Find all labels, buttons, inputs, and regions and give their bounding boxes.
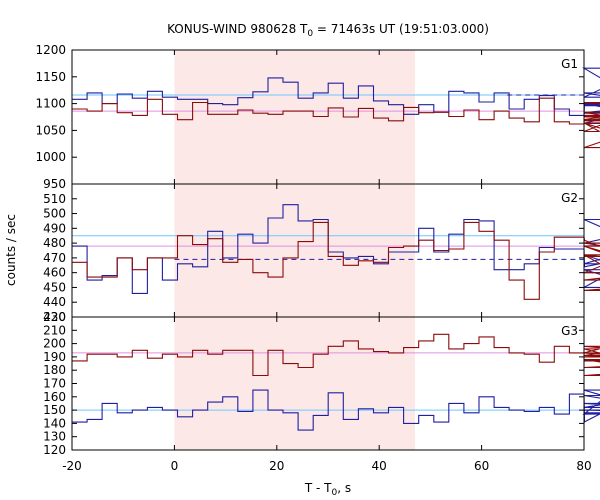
chart-title-rest: = 71463s UT (19:51:03.000): [313, 22, 489, 36]
chart-title-main: KONUS-WIND 980628 T: [167, 22, 308, 36]
series-layer: [72, 67, 600, 431]
panel-G3-series-blue: [72, 389, 600, 431]
panel-G3-ytick-label: 200: [43, 337, 66, 351]
panel-G3-ytick-label: 160: [43, 390, 66, 404]
panel-G1-ytick-label: 1200: [35, 43, 66, 57]
chart-title-subscript: 0: [307, 29, 313, 39]
panel-G1-ytick-label: 1100: [35, 97, 66, 111]
panel-G1-series-red: [72, 97, 600, 149]
panel-G2-ytick-label: 460: [43, 266, 66, 280]
panel-G3-ytick-label: 130: [43, 430, 66, 444]
panel-G1-label: G1: [561, 57, 578, 71]
x-axis-label-subscript: 0: [332, 488, 338, 498]
panel-G2-ytick-label: 470: [43, 251, 66, 265]
xtick-label: 60: [474, 459, 489, 473]
panel-G1-ytick-label: 950: [43, 177, 66, 191]
axes-layer: 95010001050110011501200G1430440450460470…: [35, 43, 591, 473]
panel-G3-series-red: [72, 333, 600, 377]
panel-G1-ytick-label: 1000: [35, 150, 66, 164]
panel-G3-ytick-label: 220: [43, 310, 66, 324]
panel-G3-ytick-label: 120: [43, 443, 66, 457]
panel-G2-label: G2: [561, 191, 578, 205]
panel-G3-ytick-label: 140: [43, 416, 66, 430]
panel-G2-ytick-label: 430: [43, 310, 66, 324]
panel-G1-ytick-label: 1150: [35, 70, 66, 84]
panel-G3-ytick-label: 150: [43, 403, 66, 417]
xtick-label: 80: [576, 459, 591, 473]
xtick-label: 0: [171, 459, 179, 473]
panel-G2-ytick-label: 450: [43, 280, 66, 294]
y-axis-label: counts / sec: [4, 214, 18, 286]
x-axis-label: T - T0, s: [304, 481, 351, 498]
chart-title: KONUS-WIND 980628 T0 = 71463s UT (19:51:…: [167, 22, 489, 39]
xtick-label: -20: [62, 459, 82, 473]
panel-G3-label: G3: [561, 324, 578, 338]
panel-G3-ytick-label: 180: [43, 363, 66, 377]
panel-G2-ytick-label: 510: [43, 192, 66, 206]
xtick-label: 20: [269, 459, 284, 473]
panel-G3-ytick-label: 190: [43, 350, 66, 364]
panel-G2-ytick-label: 490: [43, 221, 66, 235]
panel-G3-ytick-label: 170: [43, 377, 66, 391]
shaded-interval-layer: [174, 50, 416, 450]
shaded-interval: [174, 50, 416, 450]
panel-G1-ytick-label: 1050: [35, 123, 66, 137]
panel-G2-ytick-label: 440: [43, 295, 66, 309]
x-axis-label-main: T - T: [304, 481, 332, 495]
xtick-label: 40: [372, 459, 387, 473]
panel-G2-ytick-label: 500: [43, 207, 66, 221]
panel-G3-ytick-label: 210: [43, 323, 66, 337]
x-axis-label-rest: , s: [337, 481, 351, 495]
panel-G2-ytick-label: 480: [43, 236, 66, 250]
